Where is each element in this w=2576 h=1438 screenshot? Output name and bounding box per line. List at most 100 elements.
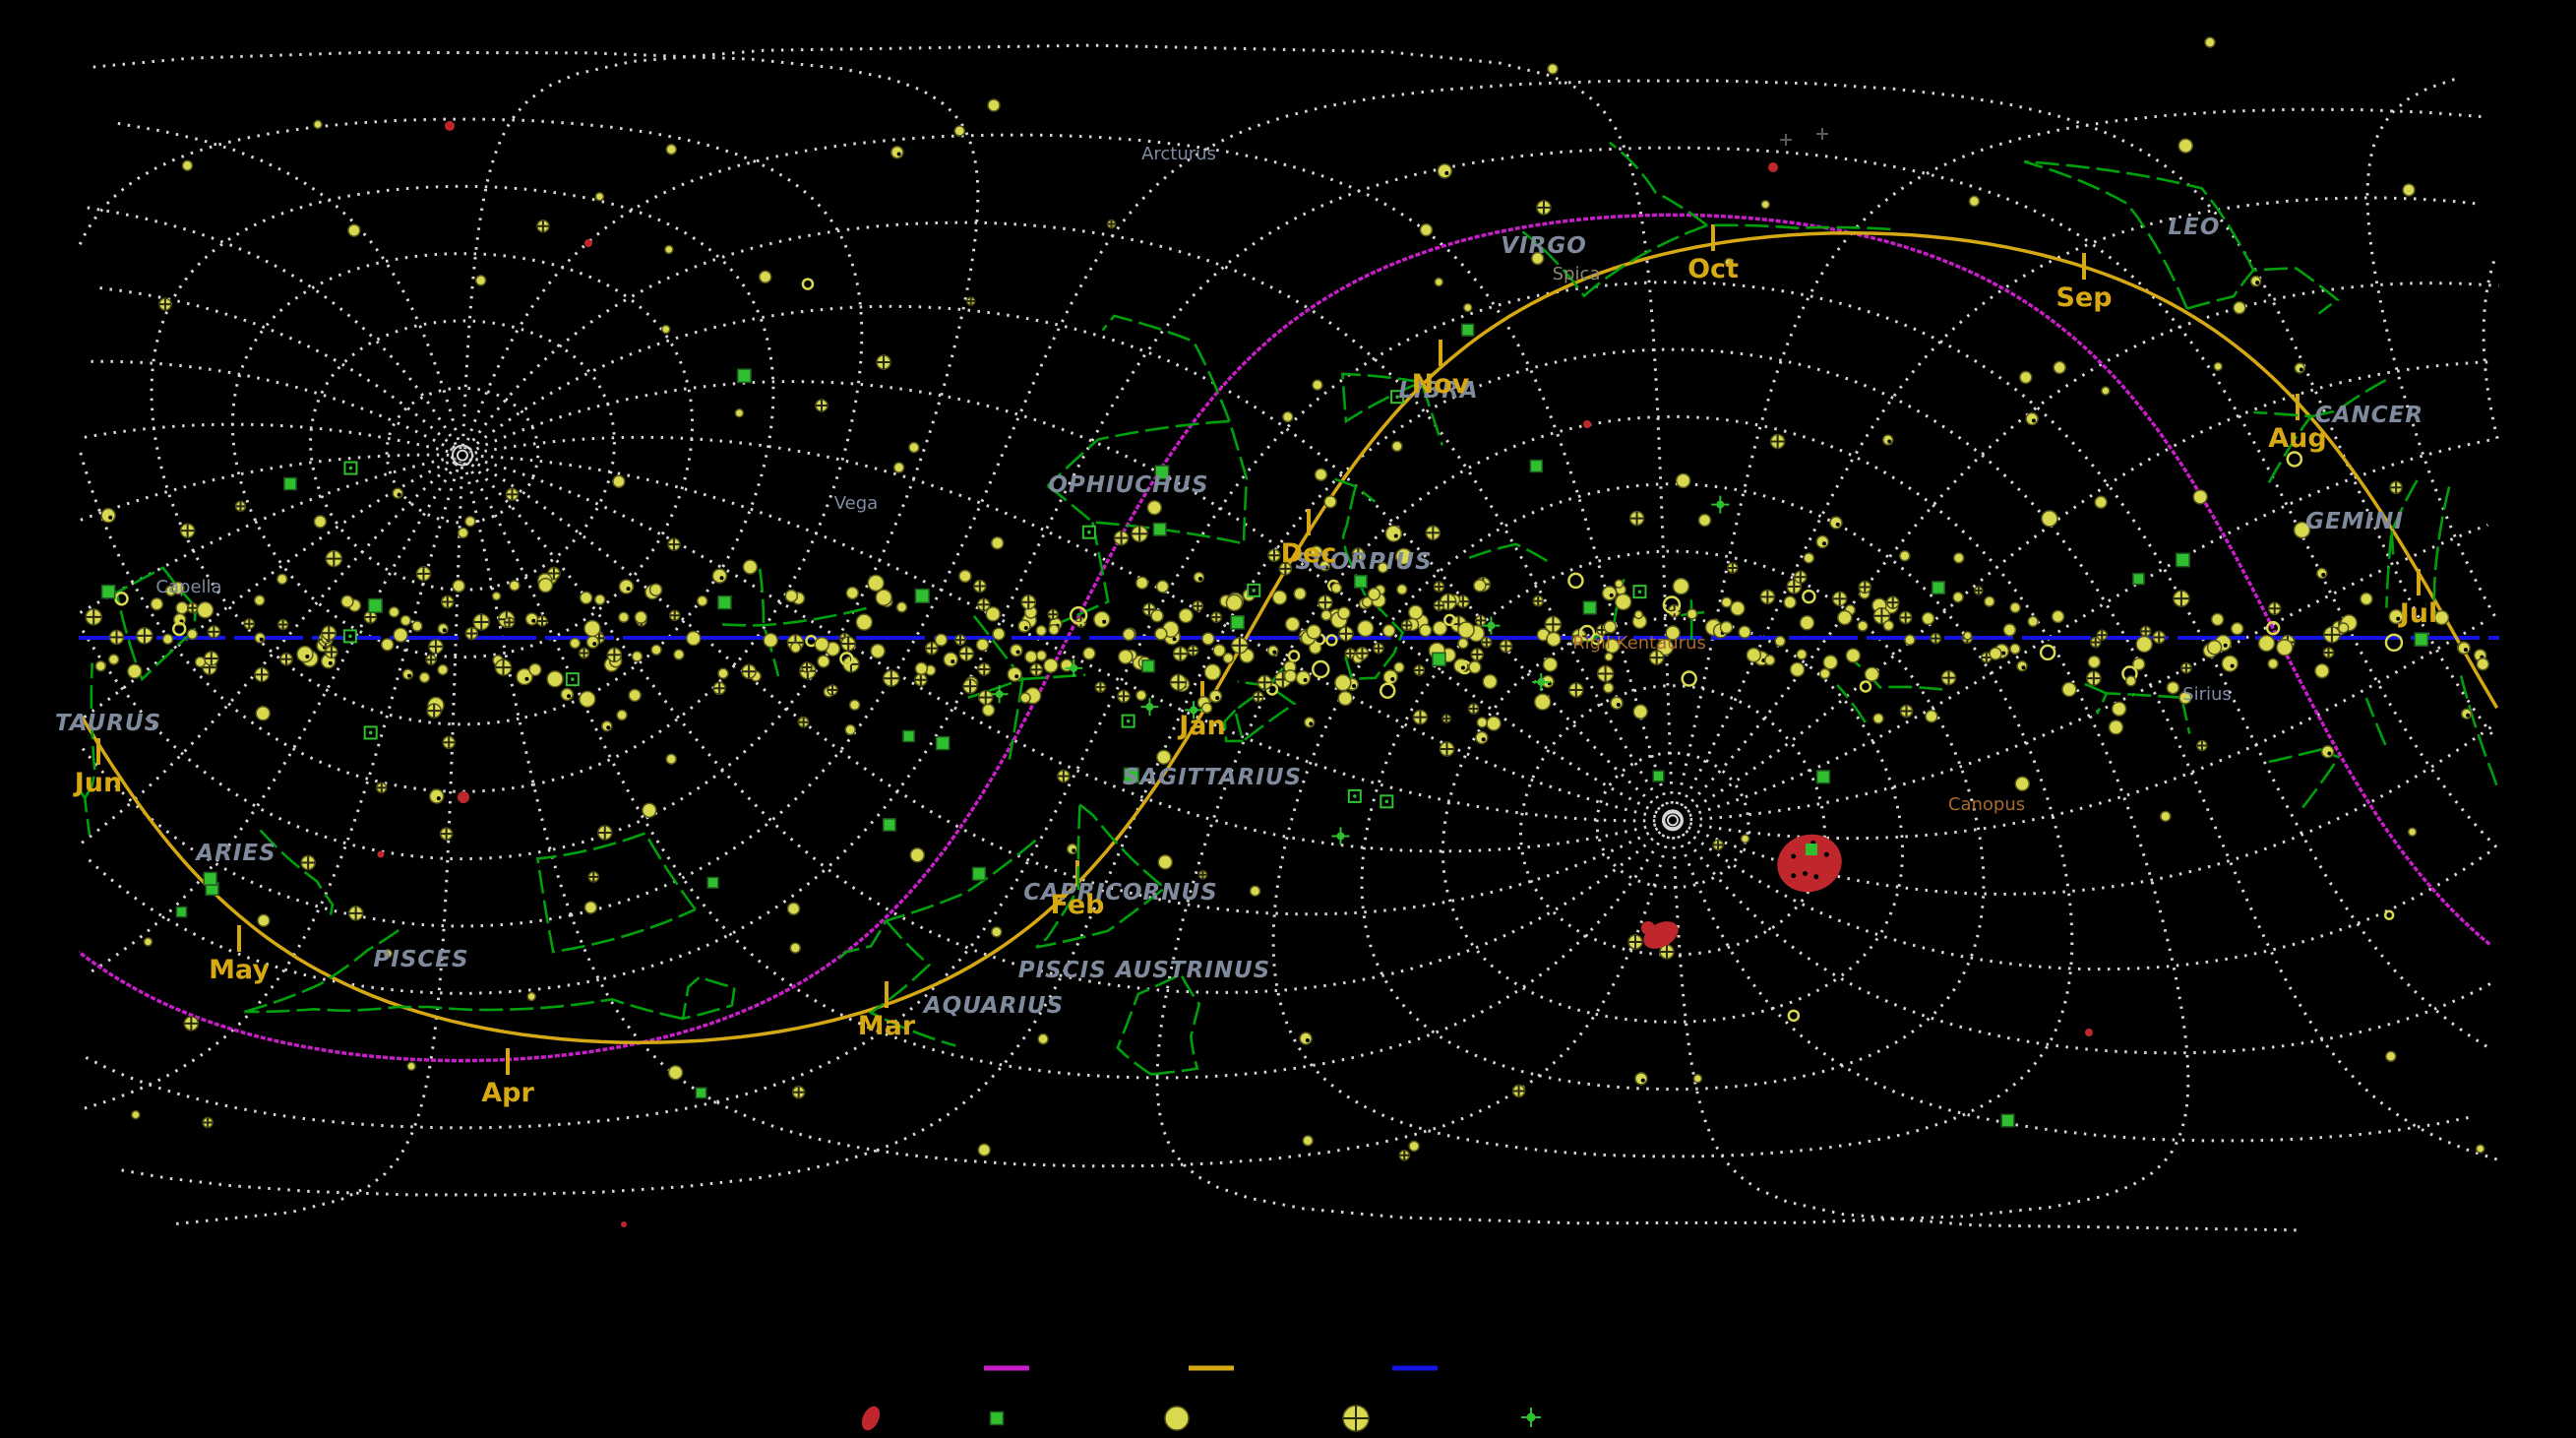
marked-star-dot <box>876 354 891 370</box>
star-dot <box>1462 302 1473 313</box>
constellation-vela_carina <box>1836 660 1943 723</box>
star-dot <box>2009 643 2021 656</box>
marked-star-dot <box>276 618 289 631</box>
legend-symbol-deep-sky-object <box>989 1410 1005 1426</box>
marked-star-dot <box>321 625 337 641</box>
marked-star-dot <box>712 681 726 696</box>
marked-star-dot <box>1400 619 1413 632</box>
star-dot <box>1212 644 1226 657</box>
cluster-spiked-dot <box>1711 495 1730 514</box>
star-dot <box>975 638 990 652</box>
cluster-spiked-dot <box>1140 698 1159 717</box>
star-dot <box>786 902 801 915</box>
constellation-label-leo: LEO <box>2169 215 2221 240</box>
star-dot <box>789 642 802 654</box>
star-dot <box>2016 659 2028 672</box>
star-dot <box>392 487 403 499</box>
star-dot <box>1614 579 1625 589</box>
star-dot <box>1312 379 1323 391</box>
deepsky-open-square <box>1121 714 1135 728</box>
star-dot <box>909 847 926 863</box>
marked-star-dot <box>254 666 270 683</box>
star-dot <box>1633 609 1644 620</box>
star-dot <box>194 656 207 668</box>
deepsky-square <box>914 588 930 604</box>
marked-star-dot <box>1627 934 1643 950</box>
marked-star-dot <box>347 906 364 921</box>
star-dot <box>1989 647 2002 660</box>
star-dot <box>1443 613 1456 627</box>
red-nebula-dot <box>445 121 455 131</box>
star-dot <box>131 1109 141 1120</box>
deepsky-open-square <box>1390 390 1405 405</box>
deepsky-square <box>100 584 116 599</box>
star-dot <box>127 663 143 679</box>
marked-star-dot <box>1898 610 1913 625</box>
star-dot <box>1837 609 1853 626</box>
star-dot <box>1135 689 1147 702</box>
constellation-label-pisces: PISCES <box>373 947 468 972</box>
marked-star-dot <box>1885 595 1900 609</box>
deepsky-open-square <box>342 629 357 644</box>
star-dot <box>943 652 958 667</box>
deepsky-square <box>1353 574 1368 589</box>
marked-star-dot <box>1172 646 1189 662</box>
star-dot <box>276 573 288 586</box>
marked-star-dot <box>1930 632 1942 645</box>
marked-star-dot <box>2089 636 2102 649</box>
deepsky-open-square <box>343 461 358 475</box>
star-dot <box>1361 595 1374 608</box>
star-dot <box>1203 663 1222 681</box>
star-dot <box>660 324 671 335</box>
star-dot <box>1155 580 1170 594</box>
marked-star-dot <box>668 609 681 622</box>
star-dot <box>313 119 323 130</box>
star-dot <box>1656 638 1675 656</box>
marked-star-dot <box>183 1016 200 1032</box>
constellation-piscis_austrinus <box>1116 971 1201 1076</box>
star-dot <box>1330 582 1342 594</box>
star-dot <box>1432 620 1448 636</box>
star-dot <box>1475 730 1489 745</box>
constellation-scorpius <box>1334 477 1405 681</box>
star-dot <box>181 159 194 171</box>
star-dot <box>583 901 598 914</box>
marked-star-dot <box>1425 525 1441 541</box>
star-dot <box>1407 604 1424 620</box>
star-dot <box>2249 275 2262 287</box>
month-label-aug: Aug <box>2268 423 2326 454</box>
star-dot <box>2002 623 2017 637</box>
marked-star-dot <box>962 678 978 694</box>
star-dot <box>1818 667 1831 680</box>
star-dot <box>585 635 600 650</box>
star-dot <box>1193 571 1205 584</box>
star-dot <box>1546 631 1562 648</box>
star-dot <box>650 644 662 656</box>
star-dot <box>1567 572 1584 590</box>
star-dot <box>254 632 266 644</box>
marked-star-dot <box>978 689 994 706</box>
star-dot <box>526 991 536 1002</box>
star-dot <box>2177 138 2193 154</box>
marked-star-dot <box>1712 839 1724 851</box>
marked-star-dot <box>1210 611 1222 623</box>
star-dot <box>717 667 729 680</box>
star-dot <box>1675 472 1691 489</box>
star-dot <box>1665 625 1681 641</box>
marked-star-dot <box>1467 703 1480 715</box>
deepsky-square <box>717 594 732 610</box>
constellation-label-aquarius: AQUARIUS <box>922 993 1064 1019</box>
star-dot <box>2051 609 2065 624</box>
marked-star-dot <box>1252 691 1264 703</box>
month-label-jun: Jun <box>73 768 123 798</box>
star-dot <box>1314 468 1328 481</box>
star-dot <box>161 633 174 646</box>
marked-star-dot <box>1544 615 1563 634</box>
star-dot <box>546 670 564 688</box>
red-nebula-dot <box>1583 420 1591 428</box>
star-dot <box>1048 623 1060 636</box>
star-dot <box>2457 641 2471 656</box>
star-dot <box>411 620 423 632</box>
star-dot <box>1394 547 1413 566</box>
star-dot <box>985 606 1001 622</box>
